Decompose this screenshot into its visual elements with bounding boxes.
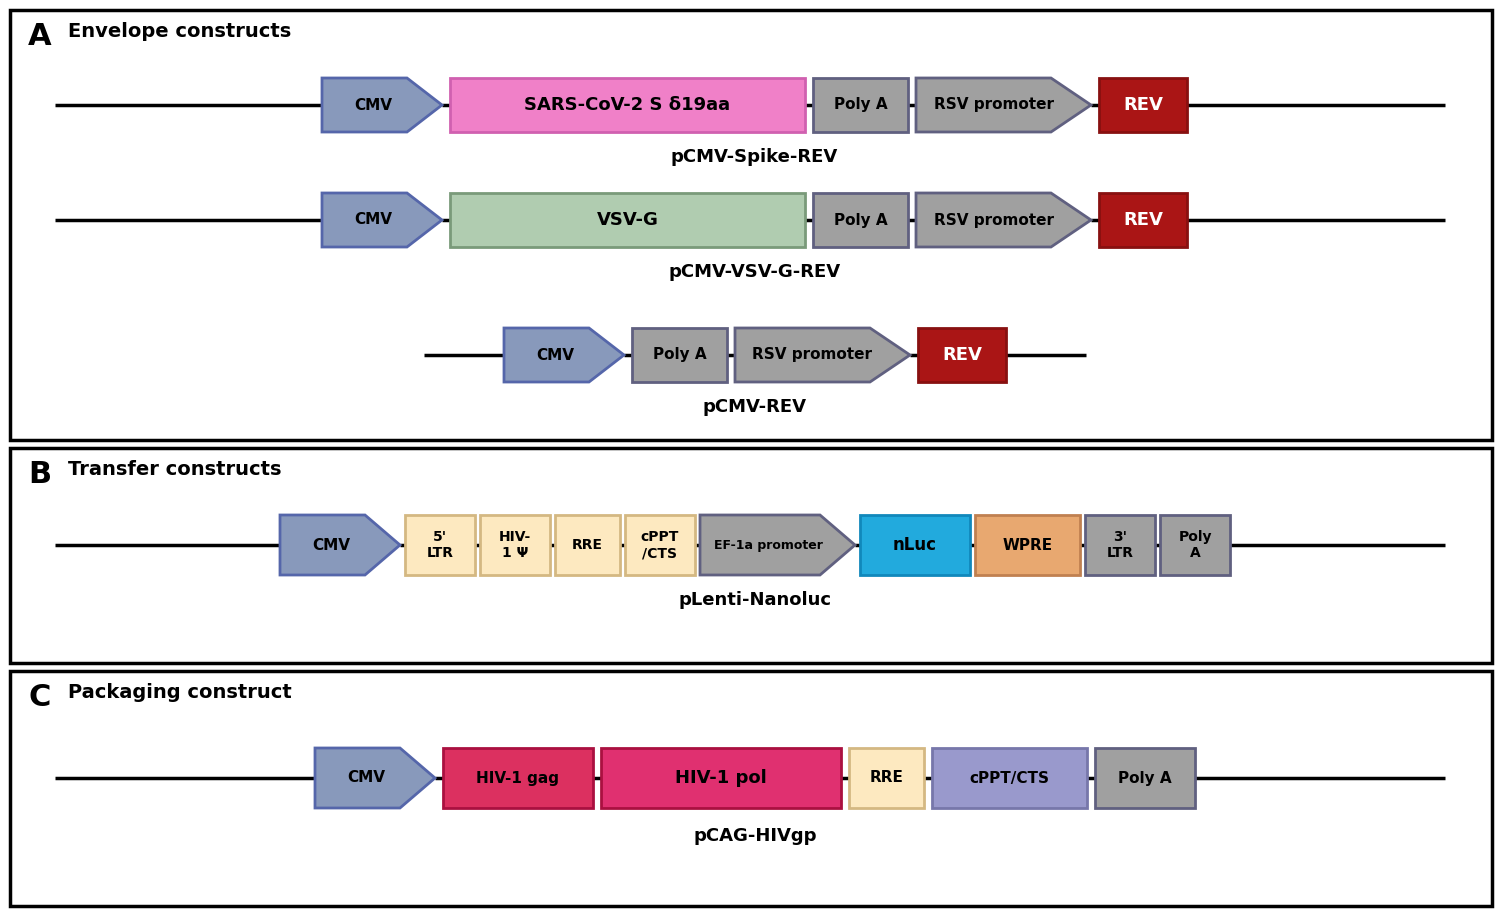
Bar [1084, 515, 1155, 575]
Text: RSV promoter: RSV promoter [753, 347, 873, 363]
Polygon shape [916, 78, 1090, 132]
Text: pLenti-Nanoluc: pLenti-Nanoluc [679, 591, 832, 609]
Text: HIV-1 pol: HIV-1 pol [674, 769, 768, 787]
Bar [451, 193, 805, 247]
Bar [813, 78, 909, 132]
Text: C: C [29, 683, 51, 712]
Text: pCMV-REV: pCMV-REV [703, 398, 807, 416]
Polygon shape [700, 515, 855, 575]
Text: 3'
LTR: 3' LTR [1107, 529, 1134, 560]
Text: CMV: CMV [536, 347, 574, 363]
Bar [556, 515, 620, 575]
Text: CMV: CMV [347, 770, 385, 786]
Text: REV: REV [1123, 211, 1163, 229]
Text: RRE: RRE [572, 538, 602, 552]
Polygon shape [321, 78, 442, 132]
Bar [849, 748, 924, 808]
Text: CMV: CMV [354, 97, 392, 113]
Text: VSV-G: VSV-G [596, 211, 658, 229]
Polygon shape [315, 748, 436, 808]
Bar [933, 748, 1087, 808]
Bar [406, 515, 475, 575]
Polygon shape [279, 515, 400, 575]
Text: RSV promoter: RSV promoter [934, 213, 1053, 227]
Bar [11, 671, 1491, 906]
Text: EF-1a promoter: EF-1a promoter [715, 539, 823, 551]
Text: SARS-CoV-2 S δ19aa: SARS-CoV-2 S δ19aa [524, 96, 730, 114]
Bar [11, 10, 1491, 440]
Bar [813, 193, 909, 247]
Text: HIV-
1 Ψ: HIV- 1 Ψ [499, 529, 532, 560]
Text: pCMV-Spike-REV: pCMV-Spike-REV [671, 148, 838, 166]
Text: 5'
LTR: 5' LTR [427, 529, 454, 560]
Bar [601, 748, 841, 808]
Bar [1099, 193, 1187, 247]
Text: pCAG-HIVgp: pCAG-HIVgp [694, 827, 817, 845]
Text: Poly A: Poly A [1117, 770, 1172, 786]
Text: REV: REV [942, 346, 982, 364]
Bar [632, 328, 727, 382]
Polygon shape [321, 193, 442, 247]
Bar [443, 748, 593, 808]
Text: RSV promoter: RSV promoter [934, 97, 1053, 113]
Bar [451, 78, 805, 132]
Bar [1160, 515, 1230, 575]
Text: Poly A: Poly A [834, 213, 888, 227]
Bar [481, 515, 550, 575]
Text: RRE: RRE [870, 770, 903, 786]
Text: B: B [29, 460, 51, 489]
Text: WPRE: WPRE [1002, 538, 1053, 552]
Bar [975, 515, 1080, 575]
Text: Packaging construct: Packaging construct [68, 683, 291, 702]
Text: cPPT
/CTS: cPPT /CTS [641, 529, 679, 560]
Text: REV: REV [1123, 96, 1163, 114]
Text: Envelope constructs: Envelope constructs [68, 22, 291, 41]
Bar [11, 448, 1491, 663]
Bar [918, 328, 1006, 382]
Bar [1095, 748, 1196, 808]
Bar [861, 515, 970, 575]
Polygon shape [734, 328, 910, 382]
Text: CMV: CMV [312, 538, 350, 552]
Text: Poly
A: Poly A [1178, 529, 1212, 560]
Text: HIV-1 gag: HIV-1 gag [476, 770, 560, 786]
Text: A: A [29, 22, 51, 51]
Text: CMV: CMV [354, 213, 392, 227]
Text: Poly A: Poly A [653, 347, 706, 363]
Bar [1099, 78, 1187, 132]
Text: Transfer constructs: Transfer constructs [68, 460, 281, 479]
Polygon shape [916, 193, 1090, 247]
Text: Poly A: Poly A [834, 97, 888, 113]
Text: pCMV-VSV-G-REV: pCMV-VSV-G-REV [668, 263, 841, 281]
Text: nLuc: nLuc [894, 536, 937, 554]
Bar [625, 515, 695, 575]
Polygon shape [505, 328, 623, 382]
Text: cPPT/CTS: cPPT/CTS [969, 770, 1050, 786]
